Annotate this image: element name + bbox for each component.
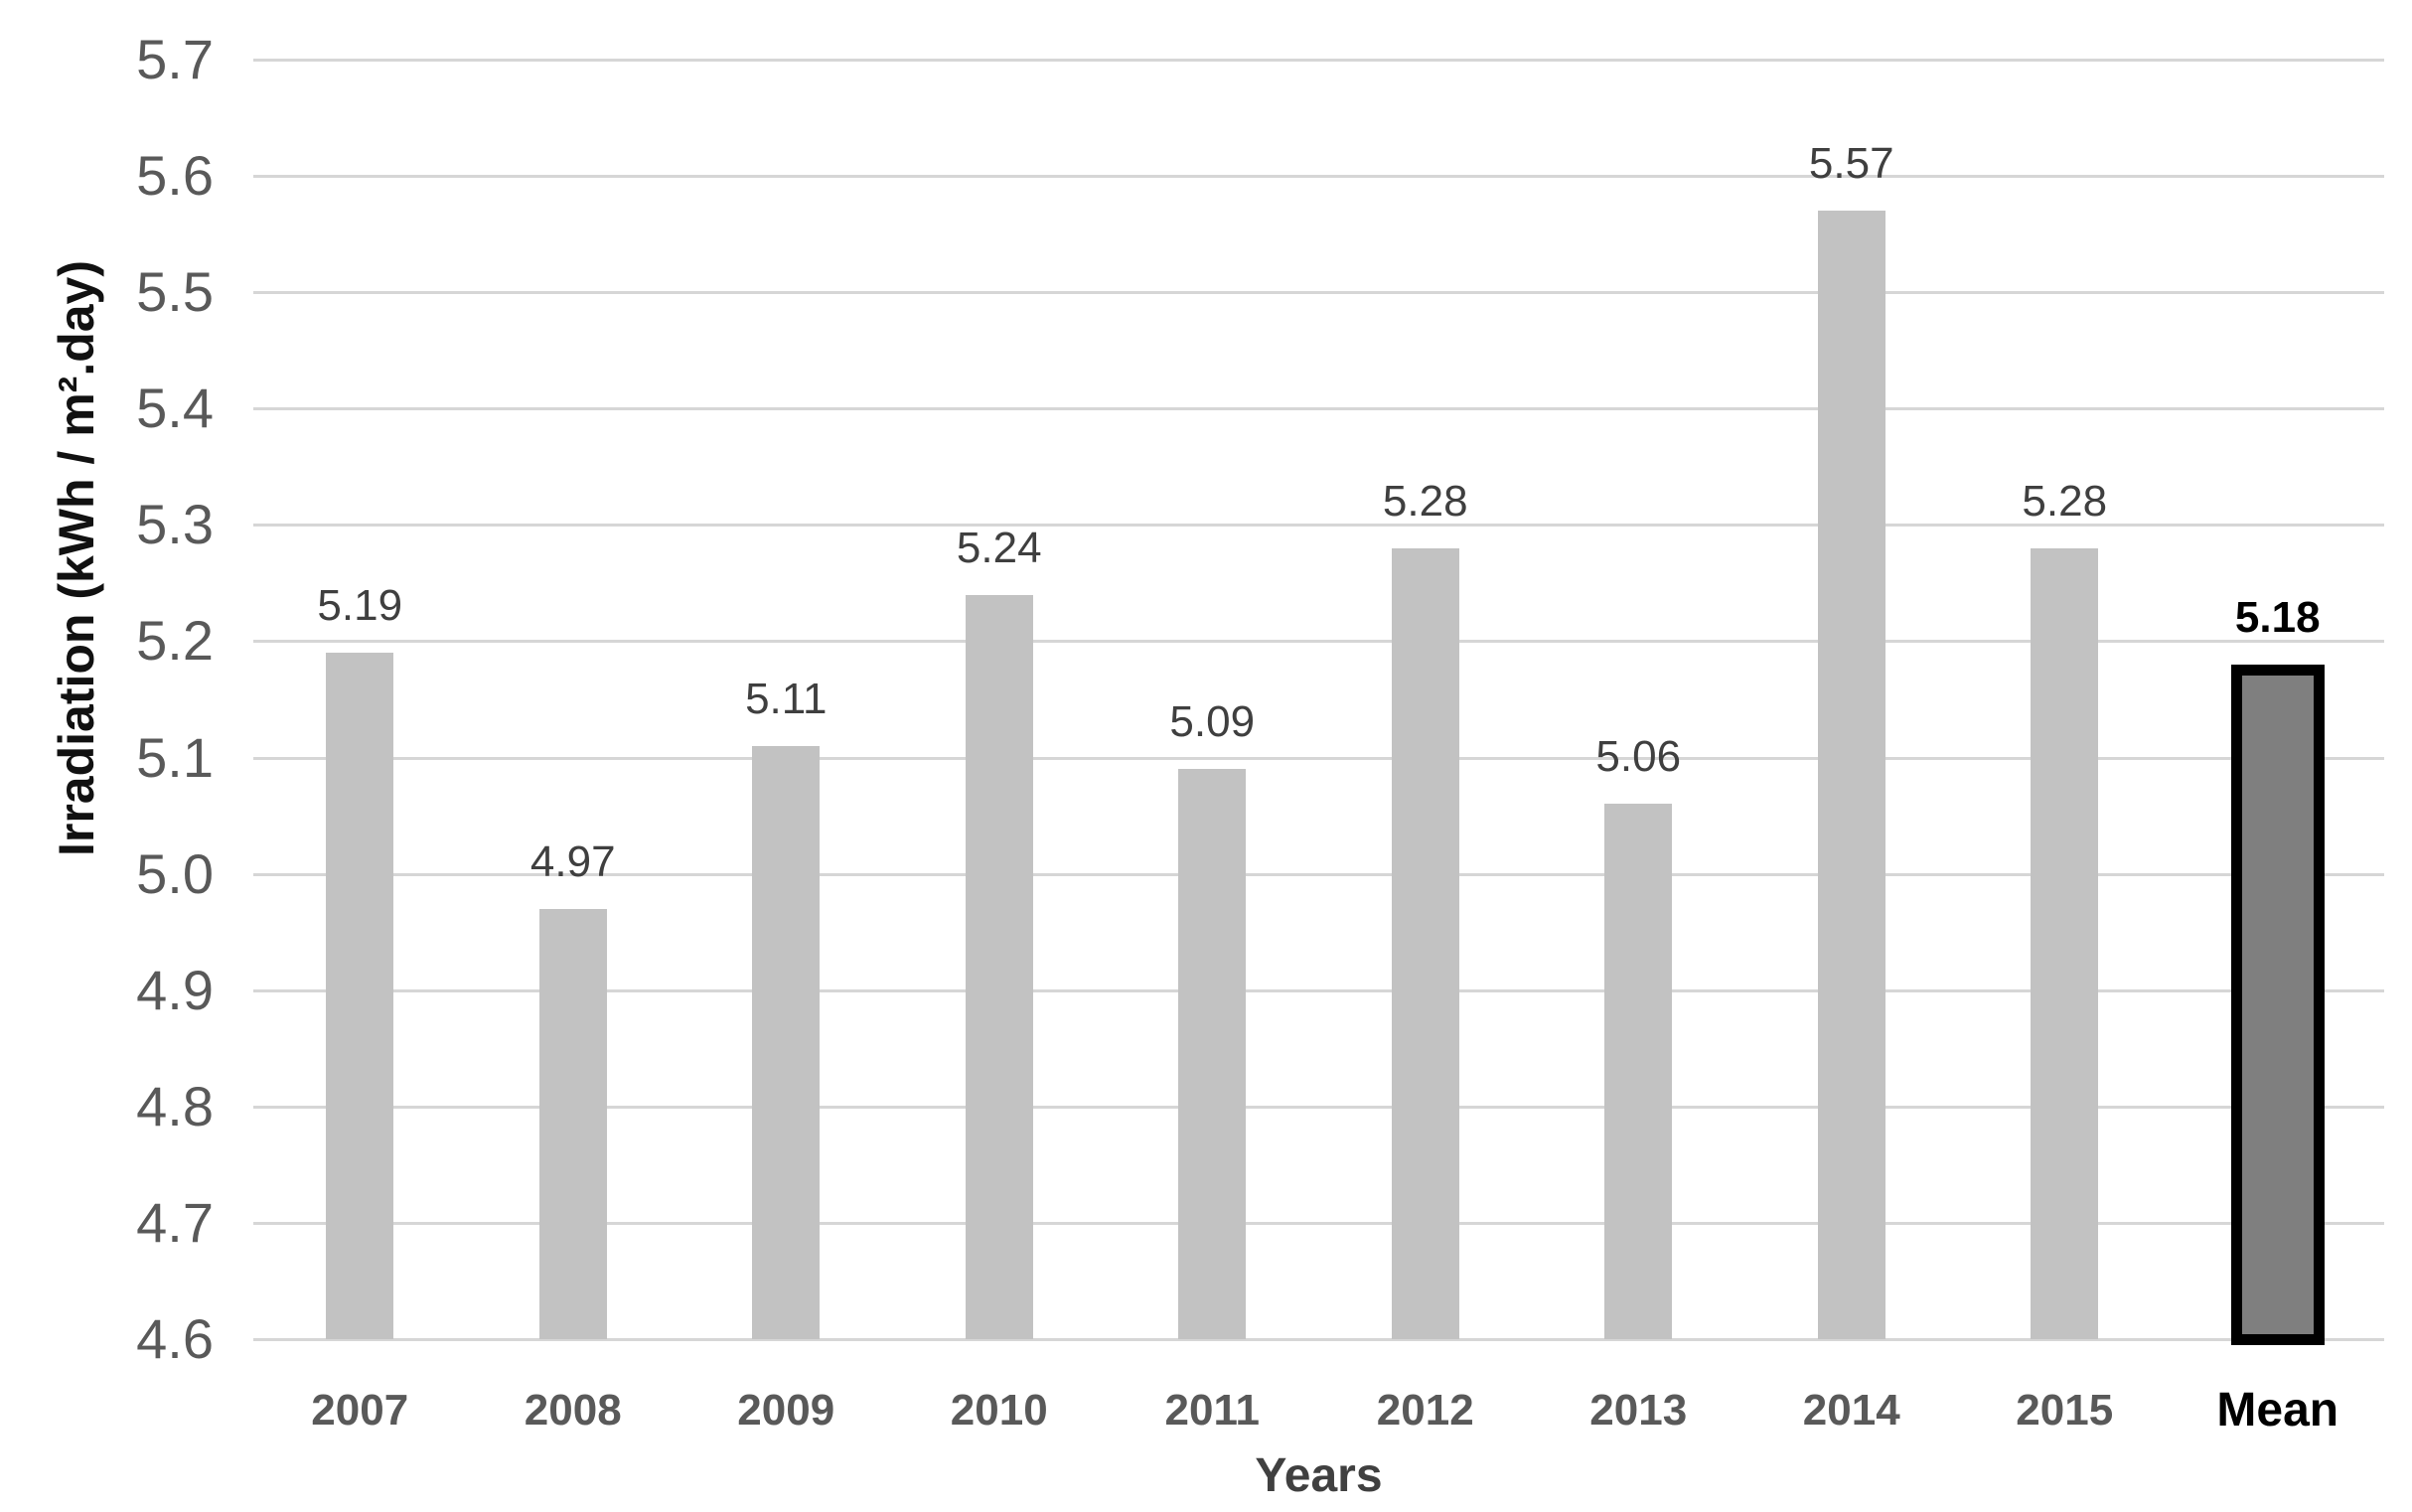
data-label-2010: 5.24 — [956, 523, 1042, 572]
bar-2012 — [1391, 547, 1459, 1339]
gridline-5.4 — [253, 407, 2384, 411]
bar-2015 — [2031, 547, 2099, 1339]
y-tick-label-5.4: 5.4 — [136, 377, 214, 440]
data-label-2013: 5.06 — [1595, 732, 1682, 782]
data-label-2014: 5.57 — [1808, 139, 1894, 189]
gridline-5.2 — [253, 640, 2384, 644]
x-tick-label-2009: 2009 — [737, 1386, 835, 1435]
y-tick-label-4.8: 4.8 — [136, 1074, 214, 1137]
x-tick-label-2015: 2015 — [2016, 1386, 2114, 1435]
bar-2013 — [1604, 804, 1673, 1339]
bar-2009 — [752, 745, 821, 1339]
x-tick-label-2012: 2012 — [1376, 1386, 1474, 1435]
gridline-5.3 — [253, 524, 2384, 528]
y-tick-label-5.7: 5.7 — [136, 28, 214, 90]
data-label-2009: 5.11 — [745, 674, 828, 723]
x-axis-title: Years — [1255, 1449, 1383, 1502]
gridline-5.5 — [253, 291, 2384, 295]
y-tick-label-4.6: 4.6 — [136, 1307, 214, 1370]
bar-2007 — [326, 653, 394, 1339]
x-tick-label-2010: 2010 — [950, 1386, 1048, 1435]
data-label-2011: 5.09 — [1169, 697, 1256, 747]
x-tick-label-mean: Mean — [2216, 1384, 2339, 1436]
data-label-2008: 4.97 — [529, 836, 616, 886]
y-tick-label-4.9: 4.9 — [136, 958, 214, 1021]
y-tick-label-5.3: 5.3 — [136, 493, 214, 556]
mean-bar-mean — [2230, 664, 2325, 1345]
data-label-2012: 5.28 — [1382, 476, 1468, 526]
y-tick-label-5.5: 5.5 — [136, 260, 214, 324]
y-tick-label-5.2: 5.2 — [136, 609, 214, 673]
x-tick-label-2014: 2014 — [1802, 1386, 1900, 1435]
gridline-5.1 — [253, 756, 2384, 760]
bar-2011 — [1178, 769, 1247, 1339]
y-tick-label-5.0: 5.0 — [136, 841, 214, 905]
x-tick-label-2007: 2007 — [311, 1386, 409, 1435]
x-tick-label-2013: 2013 — [1589, 1386, 1688, 1435]
y-tick-label-4.7: 4.7 — [136, 1190, 214, 1254]
y-tick-label-5.6: 5.6 — [136, 144, 214, 208]
gridline-5.7 — [253, 59, 2384, 62]
data-label-2015: 5.28 — [2022, 476, 2108, 526]
gridline-5.6 — [253, 175, 2384, 179]
bar-2008 — [538, 908, 607, 1339]
bar-2010 — [965, 594, 1033, 1339]
data-label-mean: 5.18 — [2234, 592, 2321, 642]
x-tick-label-2011: 2011 — [1164, 1386, 1260, 1435]
data-label-2007: 5.19 — [317, 581, 403, 631]
gridline-4.8 — [253, 1105, 2384, 1109]
gridline-4.7 — [253, 1221, 2384, 1225]
y-tick-label-5.1: 5.1 — [136, 725, 214, 789]
x-tick-label-2008: 2008 — [524, 1386, 622, 1435]
gridline-4.6 — [253, 1338, 2384, 1341]
bar-2014 — [1817, 211, 1885, 1339]
gridline-5.0 — [253, 872, 2384, 876]
gridline-4.9 — [253, 988, 2384, 992]
